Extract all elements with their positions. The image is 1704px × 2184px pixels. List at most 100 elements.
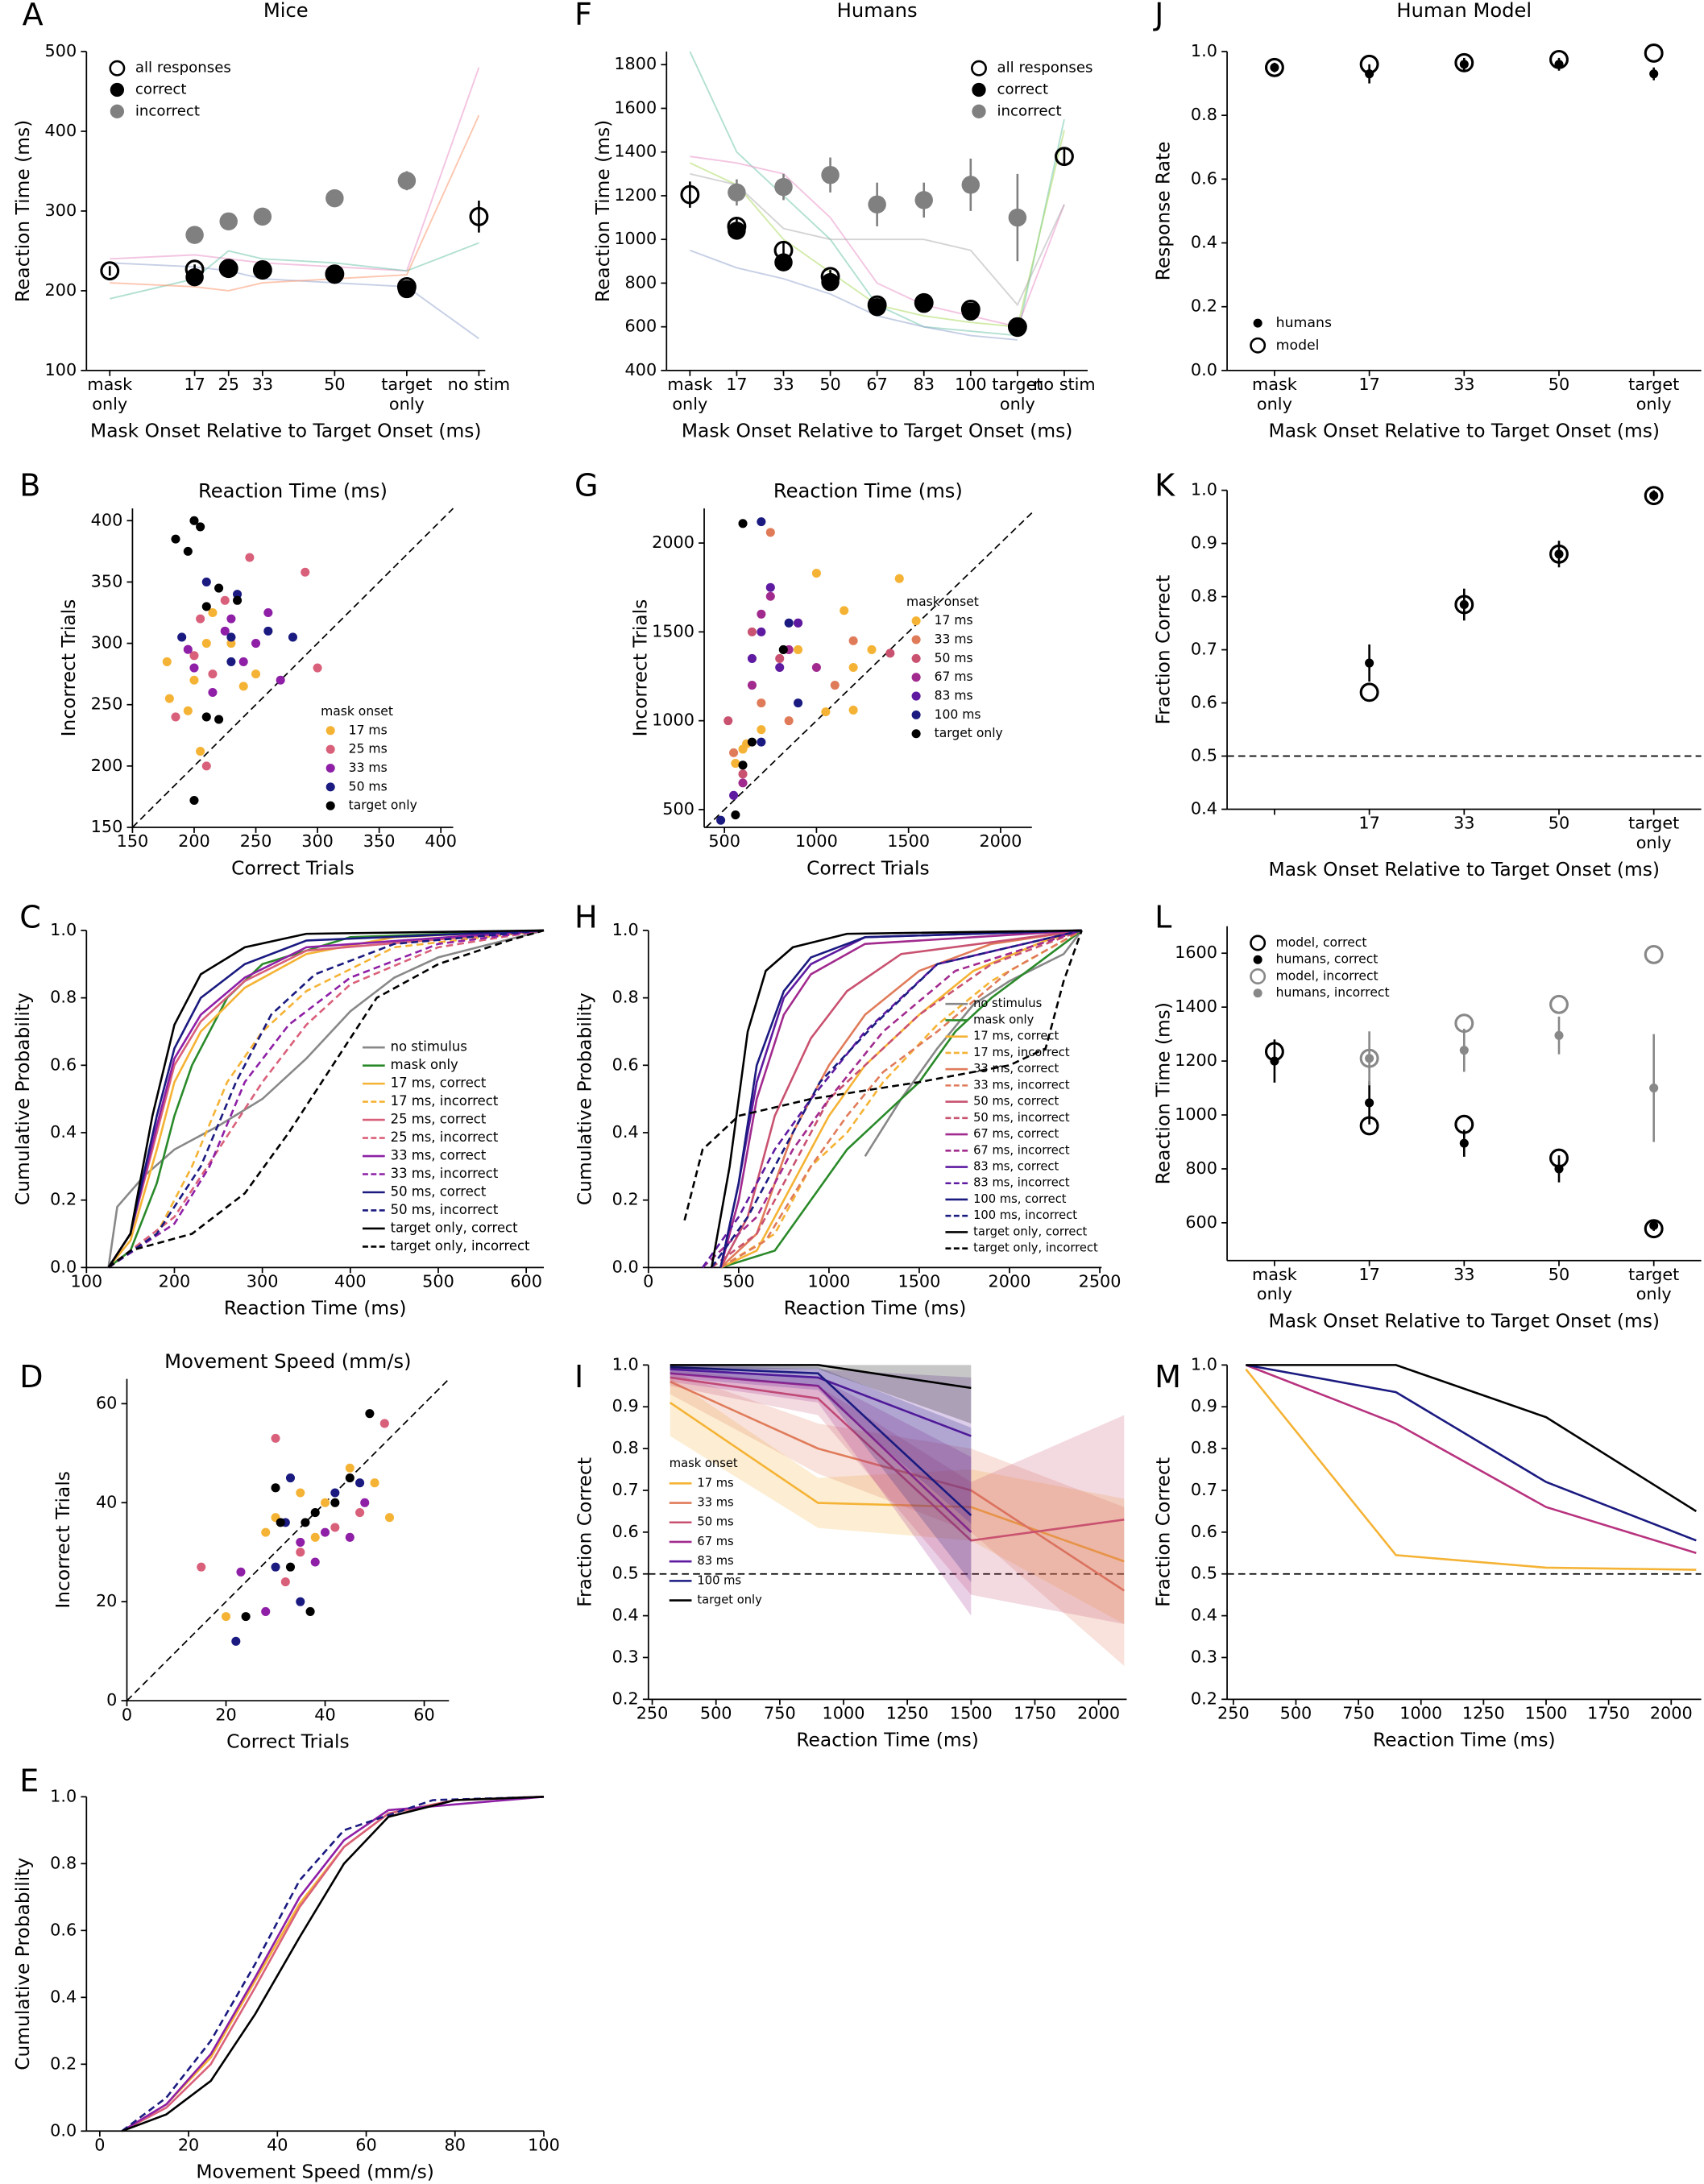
legend-label: 83 ms xyxy=(697,1554,733,1568)
y-tick-label: 0.2 xyxy=(612,1190,639,1209)
legend-swatch xyxy=(325,782,335,792)
y-tick-label: 0.5 xyxy=(1191,1564,1217,1583)
series-line xyxy=(711,929,1083,1269)
data-point xyxy=(1055,147,1074,167)
x-tick-text: 300 xyxy=(246,1273,279,1291)
data-point xyxy=(1264,57,1284,77)
series-line xyxy=(110,242,479,300)
x-tick-text: 750 xyxy=(764,1705,796,1723)
y-tick-label: 0.6 xyxy=(1191,693,1217,712)
y-tick-label: 0.0 xyxy=(50,1257,77,1276)
data-point xyxy=(1270,63,1279,73)
x-tick-label: 200 xyxy=(159,1273,191,1291)
legend-label: humans, correct xyxy=(1276,952,1379,967)
data-point xyxy=(1549,994,1569,1014)
x-tick-label: 400 xyxy=(334,1273,367,1291)
x-tick-text: no stim xyxy=(1033,375,1096,395)
y-tick-label: 60 xyxy=(96,1393,117,1412)
x-tick-label: 2000 xyxy=(988,1273,1031,1291)
confidence-band xyxy=(670,1365,972,1424)
data-point xyxy=(1365,1054,1374,1063)
y-tick-label: 0.6 xyxy=(50,1055,77,1074)
y-tick-label: 0.8 xyxy=(1191,105,1217,124)
confidence-band xyxy=(670,1365,972,1524)
legend-label: 50 ms, correct xyxy=(973,1095,1059,1109)
x-tick-text: 0 xyxy=(121,1705,133,1725)
legend-label: model xyxy=(1276,338,1320,354)
data-point xyxy=(738,760,748,770)
y-tick-label: 1.0 xyxy=(1191,480,1217,499)
x-tick-label: target only xyxy=(1628,1266,1679,1303)
x-tick-label: 2000 xyxy=(1650,1705,1693,1722)
y-tick-label: 0.9 xyxy=(1191,533,1217,553)
legend-label: 83 ms, correct xyxy=(973,1160,1059,1174)
legend-label: 25 ms xyxy=(349,742,388,756)
data-point xyxy=(233,595,243,605)
data-point xyxy=(914,294,933,313)
y-tick-label: 1.0 xyxy=(50,1786,77,1805)
data-point xyxy=(1649,1084,1659,1093)
x-tick-label: no stim xyxy=(1033,375,1096,395)
panel-letter: G xyxy=(574,468,598,504)
x-tick-label: 60 xyxy=(413,1706,434,1724)
y-tick-label: 0.6 xyxy=(612,1055,639,1074)
legend-label: 33 ms, correct xyxy=(391,1148,487,1163)
data-point xyxy=(100,261,120,281)
x-tick-text: 1000 xyxy=(807,1273,851,1291)
data-point xyxy=(345,1463,354,1473)
data-point xyxy=(723,716,733,726)
data-point xyxy=(171,712,180,722)
legend-label: mask only xyxy=(973,1013,1034,1026)
y-tick-label: 0.8 xyxy=(1191,586,1217,606)
data-point xyxy=(1459,1046,1469,1055)
y-tick-label: 0.6 xyxy=(1191,168,1217,188)
data-point xyxy=(757,609,766,619)
x-tick-text: 2000 xyxy=(988,1273,1031,1291)
data-point xyxy=(775,653,785,663)
y-tick-label: 0.8 xyxy=(612,1438,639,1457)
x-tick-text: 2000 xyxy=(1077,1705,1121,1723)
y-axis-label: Reaction Time (ms) xyxy=(11,120,34,302)
data-point xyxy=(868,298,886,317)
data-point xyxy=(821,707,831,717)
x-tick-text: 17 xyxy=(726,375,748,395)
x-tick-label: 100 xyxy=(528,2136,560,2154)
panel-letter: J xyxy=(1153,0,1163,32)
y-tick-label: 0.7 xyxy=(1191,1480,1217,1499)
panel-title: Mice xyxy=(263,0,309,22)
series-line xyxy=(702,929,1083,1269)
data-point xyxy=(469,206,489,226)
legend-title: mask onset xyxy=(906,595,979,609)
x-tick-text: 0 xyxy=(94,2136,106,2155)
legend-label: 100 ms, incorrect xyxy=(973,1208,1077,1222)
data-point xyxy=(848,636,858,645)
data-point xyxy=(794,698,803,708)
x-tick-text: 250 xyxy=(1217,1705,1250,1723)
x-tick-text: 1750 xyxy=(1014,1705,1056,1723)
data-point xyxy=(1554,549,1564,559)
data-point xyxy=(301,1518,310,1527)
x-tick-text: 150 xyxy=(116,832,149,852)
legend-label: humans, incorrect xyxy=(1276,985,1390,1000)
x-tick-text: 50 xyxy=(1548,375,1570,395)
legend-label: 33 ms, incorrect xyxy=(391,1166,499,1181)
data-point xyxy=(296,1548,305,1557)
y-tick-label: 0.3 xyxy=(612,1647,639,1666)
data-point xyxy=(784,618,794,628)
y-tick-label: 0.4 xyxy=(50,1987,77,2006)
x-tick-label: 1250 xyxy=(886,1705,929,1722)
x-tick-label: 50 xyxy=(1549,814,1569,832)
y-tick-label: 0.7 xyxy=(612,1480,639,1499)
data-point xyxy=(220,626,230,636)
data-point xyxy=(747,653,757,663)
panel-title: Reaction Time (ms) xyxy=(773,479,963,502)
x-tick-label: 300 xyxy=(301,833,334,851)
series-line xyxy=(107,929,545,1269)
x-axis-label: Reaction Time (ms) xyxy=(224,1297,407,1320)
data-point xyxy=(821,165,840,184)
data-point xyxy=(867,644,877,654)
data-point xyxy=(236,1567,246,1577)
legend-label: no stimulus xyxy=(973,997,1042,1010)
series-line xyxy=(711,929,1082,1269)
x-tick-label: 300 xyxy=(246,1273,279,1291)
